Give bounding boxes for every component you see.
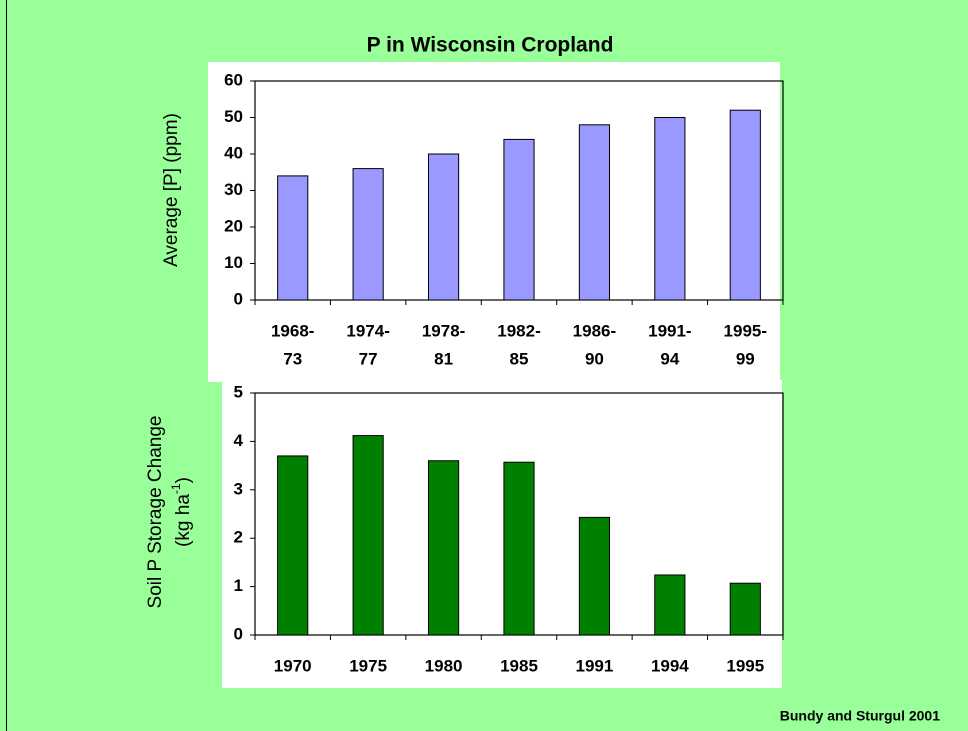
y-tick-label: 40 xyxy=(224,143,243,162)
x-tick-label: 1970 xyxy=(274,656,312,675)
y-axis-label: Soil P Storage Change xyxy=(145,416,166,609)
bar xyxy=(654,574,686,636)
bar xyxy=(578,124,611,301)
y-tick-label: 5 xyxy=(234,382,243,401)
bar xyxy=(277,455,309,636)
y-tick-label: 60 xyxy=(224,70,243,89)
x-tick-label: 1986- xyxy=(573,321,616,340)
y-tick-label: 0 xyxy=(234,289,243,308)
bar xyxy=(427,460,460,636)
bar xyxy=(503,138,535,301)
y-tick-label: 4 xyxy=(234,431,244,450)
x-tick-label: 77 xyxy=(359,349,378,368)
bar xyxy=(503,461,535,636)
x-tick-label: 1975 xyxy=(349,656,387,675)
y-tick-label: 10 xyxy=(224,253,243,272)
bar xyxy=(729,582,761,636)
y-axis-label-part: -1 xyxy=(169,483,183,494)
y-axis-label: (kg ha-1) xyxy=(169,477,194,547)
chart-panel xyxy=(222,380,782,688)
y-axis-label-part: (kg ha xyxy=(173,494,194,547)
x-tick-label: 73 xyxy=(283,349,302,368)
bar xyxy=(427,153,460,301)
x-tick-label: 1991 xyxy=(576,656,614,675)
x-tick-label: 90 xyxy=(585,349,604,368)
bar xyxy=(352,435,384,636)
x-tick-label: 1980 xyxy=(425,656,463,675)
x-tick-label: 81 xyxy=(434,349,453,368)
x-tick-label: 1985 xyxy=(500,656,538,675)
x-tick-label: 94 xyxy=(660,349,679,368)
x-tick-label: 99 xyxy=(736,349,755,368)
y-axis-label: Average [P] (ppm) xyxy=(161,113,182,267)
x-tick-label: 1982- xyxy=(497,321,540,340)
bar xyxy=(729,109,761,301)
x-tick-label: 1995- xyxy=(724,321,767,340)
x-tick-label: 1995 xyxy=(726,656,764,675)
y-tick-label: 2 xyxy=(234,528,243,547)
bar xyxy=(654,117,686,301)
y-axis-label-part: ) xyxy=(173,477,194,483)
title: P in Wisconsin Cropland xyxy=(367,34,614,57)
y-tick-label: 20 xyxy=(224,216,243,235)
y-tick-label: 0 xyxy=(234,624,243,643)
x-tick-label: 85 xyxy=(510,349,529,368)
x-tick-label: 1968- xyxy=(271,321,314,340)
y-tick-label: 1 xyxy=(234,576,243,595)
source: Bundy and Sturgul 2001 xyxy=(780,708,940,724)
x-tick-label: 1974- xyxy=(346,321,389,340)
x-tick-label: 1978- xyxy=(422,321,465,340)
bar xyxy=(578,516,611,636)
bar xyxy=(352,168,384,301)
y-tick-label: 3 xyxy=(234,479,243,498)
x-tick-label: 1991- xyxy=(648,321,691,340)
y-tick-label: 50 xyxy=(224,107,243,126)
y-tick-label: 30 xyxy=(224,180,243,199)
bar xyxy=(277,175,309,301)
y-axis-label-part: Soil P Storage Change xyxy=(145,416,166,609)
x-tick-label: 1994 xyxy=(651,656,689,675)
